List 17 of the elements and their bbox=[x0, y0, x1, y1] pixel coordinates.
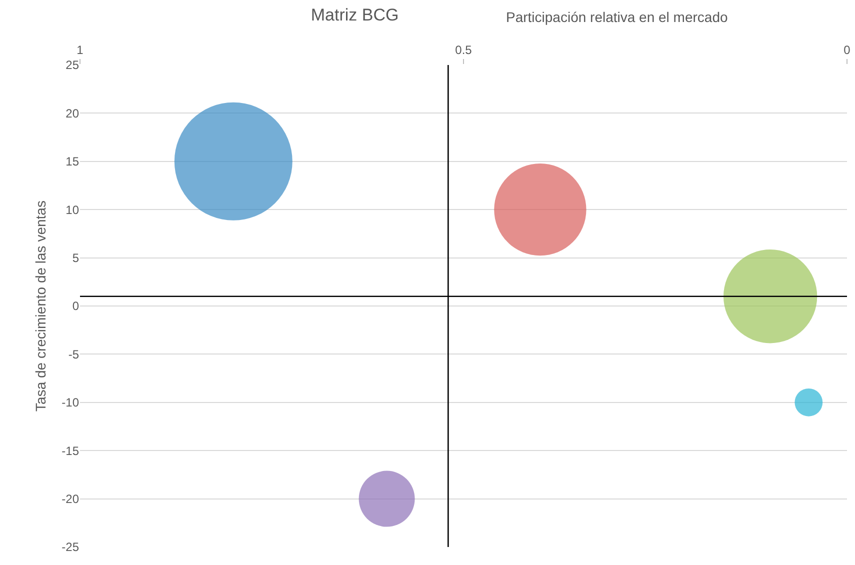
y-tick-label: 0 bbox=[72, 299, 80, 314]
y-tick-label: -15 bbox=[62, 444, 80, 458]
x-axis-title: Participación relativa en el mercado bbox=[506, 9, 728, 25]
y-tick-label: 20 bbox=[66, 106, 80, 120]
y-tick-label: 15 bbox=[66, 154, 80, 169]
y-tick-label: 10 bbox=[66, 202, 80, 217]
y-tick-label: -5 bbox=[68, 347, 80, 362]
x-tick-label: 0 bbox=[844, 43, 851, 58]
x-tick-label: 1 bbox=[76, 43, 84, 58]
x-tick-label: 0.5 bbox=[455, 43, 472, 58]
y-tick-label: -10 bbox=[62, 396, 80, 410]
y-axis-title: Tasa de crecimiento de las ventas bbox=[32, 200, 48, 412]
y-tick-label: -25 bbox=[62, 540, 80, 554]
y-tick-label: -20 bbox=[62, 492, 80, 506]
y-tick-label: 5 bbox=[72, 251, 80, 265]
chart-title: Matriz BCG bbox=[310, 5, 399, 24]
y-tick-label: 25 bbox=[66, 58, 80, 72]
